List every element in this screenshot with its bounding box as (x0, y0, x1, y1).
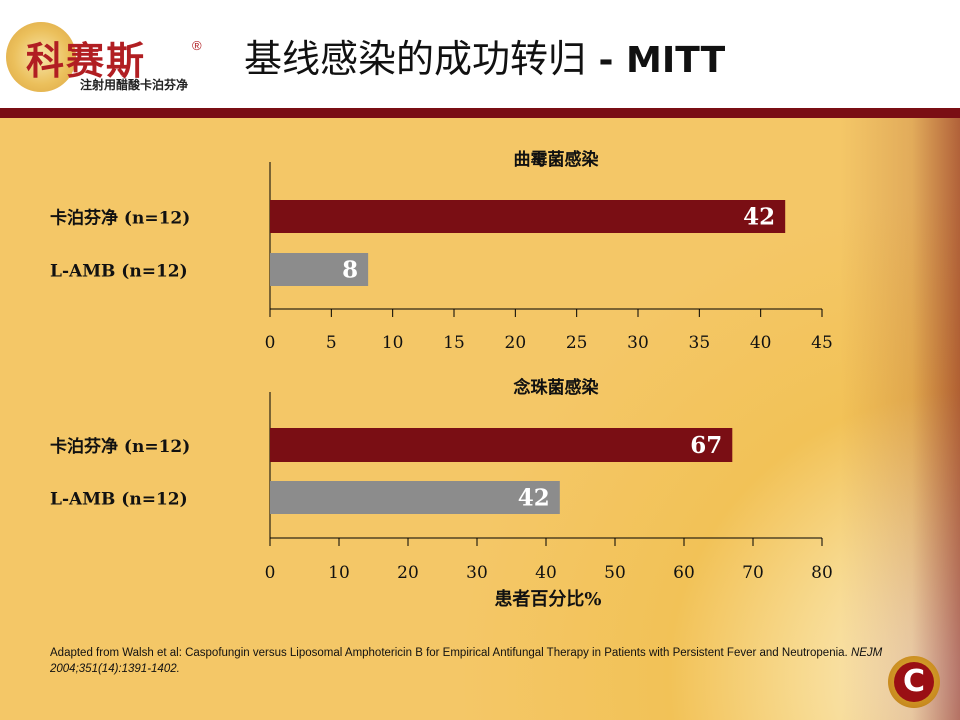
x-tick-label: 10 (382, 333, 404, 353)
x-tick-label: 60 (673, 563, 695, 583)
brand-logo-name: 科赛斯 (26, 38, 147, 83)
bar (270, 200, 786, 233)
category-label: 卡泊芬净 (n=12) (50, 208, 190, 229)
slide-header: 科赛斯 ® 注射用醋酸卡泊芬净 基线感染的成功转归 - MITT (0, 0, 960, 108)
x-tick-label: 0 (265, 563, 276, 583)
slide-title-main: 基线感染的成功转归 (244, 37, 587, 81)
bar-data-label: 67 (690, 432, 722, 459)
bar-data-label: 8 (342, 257, 358, 284)
chart-title: 曲霉菌感染 (514, 149, 599, 170)
category-label: 卡泊芬净 (n=12) (50, 436, 190, 457)
x-tick-label: 45 (811, 333, 833, 353)
slide-title-suffix: MITT (626, 40, 726, 81)
bar-data-label: 42 (518, 485, 550, 512)
x-tick-label: 30 (466, 563, 488, 583)
x-tick-label: 70 (742, 563, 764, 583)
bar (270, 428, 733, 462)
bar (270, 481, 560, 514)
decorative-wave (840, 118, 960, 720)
x-tick-label: 30 (627, 333, 649, 353)
slide-title-separator: - (586, 40, 627, 81)
footnote-text: Adapted from Walsh et al: Caspofungin ve… (50, 647, 851, 659)
chart-title: 念珠菌感染 (514, 377, 599, 398)
x-tick-label: 0 (265, 333, 276, 353)
x-tick-label: 80 (811, 563, 833, 583)
brand-seal-icon (6, 22, 76, 92)
slide-title: 基线感染的成功转归 - MITT (244, 28, 725, 83)
bar-data-label: 42 (743, 204, 775, 231)
x-tick-label: 10 (328, 563, 350, 583)
header-divider-band (0, 108, 960, 118)
x-tick-label: 40 (535, 563, 557, 583)
brand-logo-subtitle: 注射用醋酸卡泊芬净 (80, 78, 189, 92)
brand-registered-mark: ® (192, 38, 202, 53)
x-tick-label: 35 (689, 333, 711, 353)
x-tick-label: 40 (750, 333, 772, 353)
footnote-citation: NEJM 2004;351(14):1391-1402. (50, 647, 883, 675)
x-tick-label: 20 (397, 563, 419, 583)
x-tick-label: 5 (326, 333, 337, 353)
x-tick-label: 20 (505, 333, 527, 353)
corner-c-logo-icon: C (894, 662, 934, 702)
bar (270, 253, 369, 286)
x-tick-label: 15 (443, 333, 465, 353)
category-label: L-AMB (n=12) (50, 490, 188, 510)
category-label: L-AMB (n=12) (50, 262, 188, 282)
footnote: Adapted from Walsh et al: Caspofungin ve… (50, 645, 890, 677)
x-axis-label: 患者百分比% (494, 589, 601, 610)
x-tick-label: 50 (604, 563, 626, 583)
x-tick-label: 25 (566, 333, 588, 353)
